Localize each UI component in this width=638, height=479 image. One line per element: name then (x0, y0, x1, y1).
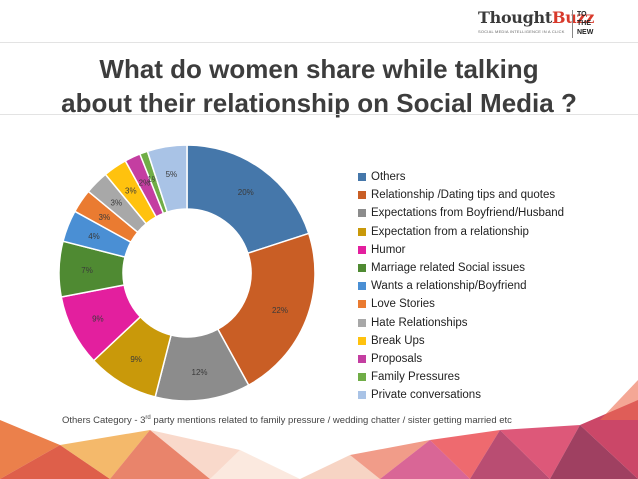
legend-swatch (358, 227, 366, 236)
legend-item: Private conversations (358, 386, 564, 404)
legend-swatch (358, 354, 366, 363)
to-the-new-logo: TO THE NEW (577, 11, 594, 36)
slice-data-label-8: 3% (99, 213, 111, 222)
logo-divider (572, 10, 573, 38)
legend-item: Others (358, 168, 564, 186)
chart-legend: Others Relationship /Dating tips and quot… (358, 168, 564, 404)
title-divider (0, 114, 638, 115)
slice-data-label-11: 2% (139, 179, 151, 188)
legend-item: Love Stories (358, 295, 564, 313)
legend-swatch (358, 209, 366, 218)
footnote-suffix: party mentions related to family pressur… (150, 415, 512, 427)
legend-label: Hate Relationships (371, 316, 468, 329)
legend-item: Family Pressures (358, 368, 564, 386)
logo-tagline: SOCIAL MEDIA INTELLIGENCE IN A CLICK (478, 29, 565, 34)
legend-item: Wants a relationship/Boyfriend (358, 277, 564, 295)
legend-swatch (358, 336, 366, 345)
slice-data-label-1: 20% (238, 188, 254, 197)
legend-label: Love Stories (371, 298, 435, 311)
legend-item: Expectations from Boyfriend/Husband (358, 204, 564, 222)
legend-swatch (358, 373, 366, 382)
page-title: What do women share while talking about … (61, 54, 577, 118)
legend-item: Proposals (358, 350, 564, 368)
slice-data-label-5: 9% (92, 314, 104, 323)
legend-item: Marriage related Social issues (358, 259, 564, 277)
donut-slice-2 (216, 232, 316, 387)
slice-data-label-13: 5% (166, 170, 178, 179)
donut-slice-13 (146, 144, 188, 214)
legend-label: Humor (371, 243, 406, 256)
legend-item: Relationship /Dating tips and quotes (358, 186, 564, 204)
slice-data-label-10: 3% (125, 186, 137, 195)
donut-slice-1 (186, 144, 310, 255)
legend-label: Private conversations (371, 389, 481, 402)
legend-label: Marriage related Social issues (371, 262, 526, 275)
slice-data-label-9: 3% (111, 198, 123, 207)
legend-swatch (358, 191, 366, 200)
legend-item: Break Ups (358, 332, 564, 350)
legend-swatch (358, 391, 366, 400)
legend-swatch (358, 264, 366, 273)
legend-label: Expectation from a relationship (371, 225, 529, 238)
thoughtbuzz-logo: ThoughtBuzz SOCIAL MEDIA INTELLIGENCE IN… (478, 8, 618, 42)
header-divider (0, 42, 638, 43)
legend-label: Proposals (371, 352, 423, 365)
legend-item: Humor (358, 241, 564, 259)
footnote-superscript: rd (145, 415, 151, 421)
legend-swatch (358, 282, 366, 291)
legend-swatch (358, 245, 366, 254)
slice-data-label-3: 12% (192, 368, 208, 377)
slice-data-label-2: 22% (272, 306, 288, 315)
slice-data-label-4: 9% (130, 355, 142, 364)
logo-wordmark: ThoughtBuzz (478, 8, 594, 27)
legend-swatch (358, 173, 366, 182)
legend-label: Relationship /Dating tips and quotes (371, 189, 556, 202)
slice-data-label-7: 4% (88, 232, 100, 241)
slice-data-label-6: 7% (81, 266, 93, 275)
legend-label: Others (371, 171, 406, 184)
legend-swatch (358, 318, 366, 327)
legend-label: Break Ups (371, 334, 425, 347)
legend-label: Family Pressures (371, 371, 460, 384)
legend-swatch (358, 300, 366, 309)
legend-label: Wants a relationship/Boyfriend (371, 280, 527, 293)
footnote: Others Category - 3rd party mentions rel… (62, 415, 512, 426)
footnote-prefix: Others Category - 3 (62, 415, 146, 427)
legend-item: Expectation from a relationship (358, 223, 564, 241)
donut-chart: 20%22%12%9%9%7%4%3%3%3%2%1%5% (58, 144, 316, 402)
slice-data-label-12: 1% (147, 175, 159, 184)
legend-label: Expectations from Boyfriend/Husband (371, 207, 565, 220)
logo-word-thought: Thought (478, 8, 552, 27)
legend-item: Hate Relationships (358, 314, 564, 332)
logo-word-buzz: Buzz (551, 8, 595, 27)
